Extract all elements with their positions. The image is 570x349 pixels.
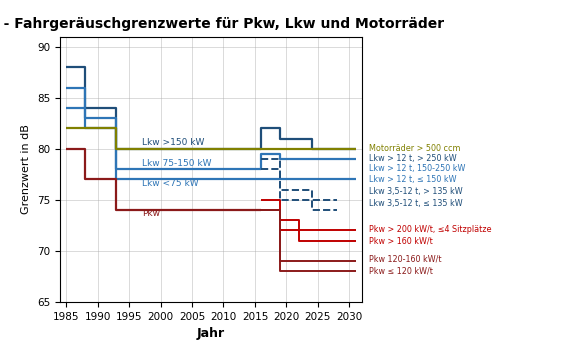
Text: Pkw > 160 kW/t: Pkw > 160 kW/t bbox=[369, 236, 433, 245]
Text: Pkw: Pkw bbox=[142, 209, 160, 218]
Text: Lkw 3,5-12 t, > 135 kW: Lkw 3,5-12 t, > 135 kW bbox=[369, 187, 462, 196]
Text: Pkw ≤ 120 kW/t: Pkw ≤ 120 kW/t bbox=[369, 267, 433, 276]
Y-axis label: Grenzwert in dB: Grenzwert in dB bbox=[21, 124, 31, 214]
Text: Pkw 120-160 kW/t: Pkw 120-160 kW/t bbox=[369, 254, 441, 263]
Text: Lkw > 12 t, ≤ 150 kW: Lkw > 12 t, ≤ 150 kW bbox=[369, 175, 457, 184]
Text: Lkw > 12 t, > 250 kW: Lkw > 12 t, > 250 kW bbox=[369, 154, 457, 163]
Text: Lkw > 12 t, 150-250 kW: Lkw > 12 t, 150-250 kW bbox=[369, 164, 465, 173]
Text: Lkw 75-150 kW: Lkw 75-150 kW bbox=[142, 159, 211, 168]
Text: Lkw <75 kW: Lkw <75 kW bbox=[142, 179, 198, 188]
X-axis label: Jahr: Jahr bbox=[197, 327, 225, 340]
Text: Lkw 3,5-12 t, ≤ 135 kW: Lkw 3,5-12 t, ≤ 135 kW bbox=[369, 199, 462, 208]
Text: Pkw > 200 kW/t, ≤4 Sitzplätze: Pkw > 200 kW/t, ≤4 Sitzplätze bbox=[369, 225, 491, 234]
Title: EU - Fahrgeräuschgrenzwerte für Pkw, Lkw und Motorräder: EU - Fahrgeräuschgrenzwerte für Pkw, Lkw… bbox=[0, 17, 444, 31]
Text: Lkw >150 kW: Lkw >150 kW bbox=[142, 138, 204, 147]
Text: Motorräder > 500 ccm: Motorräder > 500 ccm bbox=[369, 144, 461, 153]
